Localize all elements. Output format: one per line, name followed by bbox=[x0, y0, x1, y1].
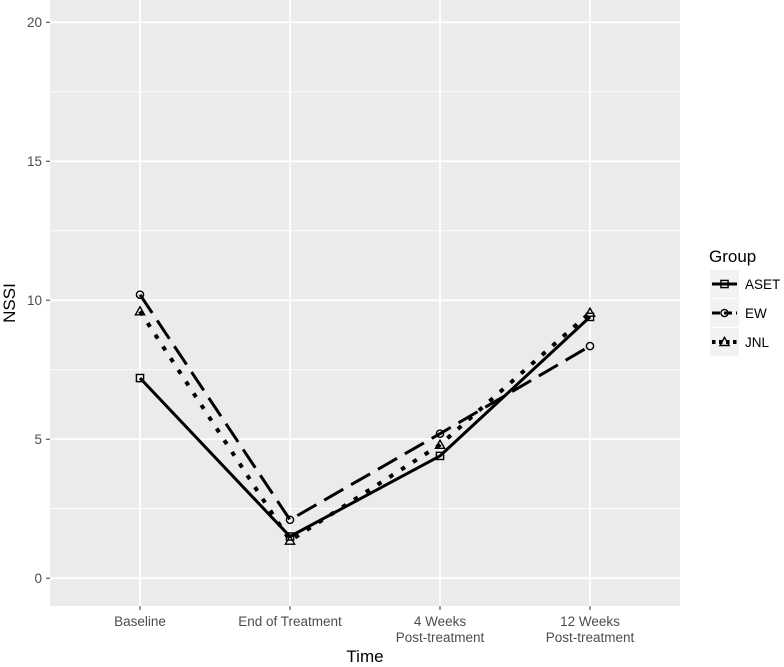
legend-key-marker bbox=[720, 308, 729, 318]
legend-key-marker bbox=[720, 279, 729, 289]
series-jnl bbox=[134, 305, 596, 545]
data-point-jnl bbox=[434, 438, 446, 449]
y-tick-label: 5 bbox=[34, 432, 42, 447]
x-tick-label: End of Treatment bbox=[238, 614, 342, 629]
x-tick-label: Post-treatment bbox=[546, 630, 635, 645]
y-axis-ticks: 0 5 10 15 20 bbox=[27, 15, 50, 586]
legend-label: JNL bbox=[745, 335, 769, 350]
legend-item-aset: ASET bbox=[710, 270, 780, 298]
series-ew bbox=[135, 290, 595, 525]
data-point-ew bbox=[135, 290, 145, 299]
series-line-aset bbox=[138, 315, 592, 539]
series-layer bbox=[134, 290, 596, 545]
x-tick-label: 4 Weeks bbox=[414, 614, 467, 629]
x-axis-title: Time bbox=[346, 647, 383, 666]
data-point-ew bbox=[585, 341, 595, 351]
legend-item-jnl: JNL bbox=[710, 328, 769, 356]
data-point-aset bbox=[135, 373, 145, 383]
major-gridlines bbox=[50, 0, 680, 606]
data-point-ew bbox=[285, 515, 295, 525]
legend-item-ew: EW bbox=[710, 299, 767, 327]
legend-label: EW bbox=[745, 306, 767, 321]
data-point-jnl bbox=[584, 306, 596, 317]
series-line-ew bbox=[138, 293, 591, 522]
x-tick-label: Post-treatment bbox=[396, 630, 485, 645]
y-tick-label: 10 bbox=[27, 293, 42, 308]
data-point-ew bbox=[435, 429, 445, 438]
y-tick-label: 0 bbox=[34, 571, 42, 586]
legend-key-marker bbox=[718, 335, 731, 347]
x-axis-ticks: Baseline End of Treatment 4 WeeksPost-trea… bbox=[114, 606, 635, 645]
legend-title: Group bbox=[709, 247, 756, 266]
y-tick-label: 15 bbox=[27, 154, 42, 169]
data-point-jnl bbox=[284, 534, 296, 545]
data-point-jnl bbox=[134, 305, 146, 316]
y-tick-label: 20 bbox=[27, 15, 42, 30]
plot-panel bbox=[50, 0, 680, 606]
x-tick-label: Baseline bbox=[114, 614, 166, 629]
data-point-aset bbox=[435, 451, 445, 461]
y-axis-title: NSSI bbox=[0, 283, 19, 323]
x-tick-label: 12 Weeks bbox=[560, 614, 620, 629]
legend-label: ASET bbox=[745, 277, 780, 292]
legend: Group ASET EW JNL bbox=[709, 247, 780, 356]
minor-gridlines bbox=[50, 91, 680, 510]
